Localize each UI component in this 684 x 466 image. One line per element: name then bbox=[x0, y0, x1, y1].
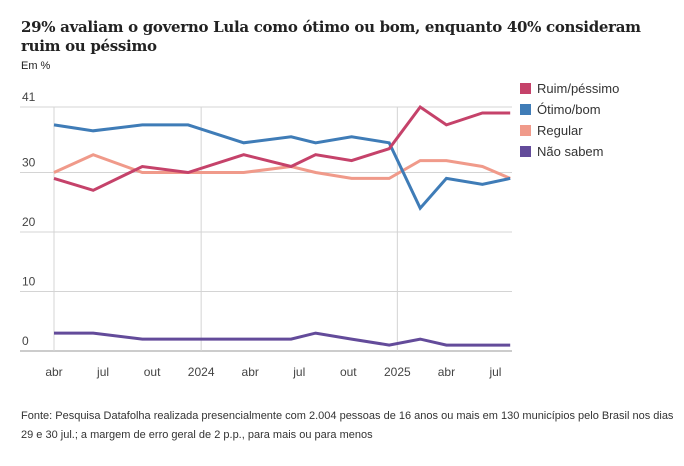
legend-item-regular: Regular bbox=[520, 120, 619, 141]
data-point bbox=[141, 123, 144, 126]
series-line--timo-bom bbox=[53, 123, 511, 211]
legend-item-ruim: Ruim/péssimo bbox=[520, 78, 619, 99]
y-tick-label: 10 bbox=[22, 275, 36, 289]
data-point bbox=[350, 338, 353, 341]
data-point bbox=[242, 141, 245, 144]
data-point bbox=[187, 123, 190, 126]
data-point bbox=[419, 106, 422, 109]
y-tick-label: 41 bbox=[22, 90, 36, 104]
data-point bbox=[290, 165, 293, 168]
x-tick-label: abr bbox=[438, 365, 455, 379]
data-point bbox=[53, 123, 56, 126]
data-point bbox=[445, 159, 448, 162]
data-point bbox=[388, 177, 391, 180]
data-point bbox=[290, 135, 293, 138]
data-point bbox=[481, 165, 484, 168]
y-tick-label: 30 bbox=[22, 156, 36, 170]
data-point bbox=[242, 171, 245, 174]
legend-label: Ótimo/bom bbox=[537, 102, 601, 117]
legend-swatch bbox=[520, 104, 531, 115]
x-tick-label: jul bbox=[292, 365, 305, 379]
y-tick-label: 0 bbox=[22, 334, 29, 348]
source-note: Fonte: Pesquisa Datafolha realizada pres… bbox=[21, 410, 674, 441]
x-tick-label: out bbox=[144, 365, 161, 379]
data-point bbox=[388, 147, 391, 150]
data-point bbox=[350, 159, 353, 162]
data-point bbox=[53, 177, 56, 180]
data-point bbox=[509, 344, 512, 347]
data-point bbox=[141, 171, 144, 174]
data-point bbox=[141, 338, 144, 341]
legend-swatch bbox=[520, 83, 531, 94]
series-line-regular bbox=[53, 153, 511, 180]
x-tick-label: out bbox=[340, 365, 357, 379]
legend-item-otimo: Ótimo/bom bbox=[520, 99, 619, 120]
chart-title: 29% avaliam o governo Lula como ótimo ou… bbox=[21, 18, 641, 55]
data-point bbox=[314, 141, 317, 144]
data-point bbox=[419, 159, 422, 162]
legend-label: Ruim/péssimo bbox=[537, 81, 620, 96]
legend-item-nao-sabem: Não sabem bbox=[520, 141, 619, 162]
data-point bbox=[509, 177, 512, 180]
data-point bbox=[290, 338, 293, 341]
data-point bbox=[187, 171, 190, 174]
series-lines bbox=[53, 104, 512, 347]
data-point bbox=[92, 129, 95, 132]
data-point bbox=[92, 332, 95, 335]
data-point bbox=[445, 177, 448, 180]
data-point bbox=[314, 153, 317, 156]
data-point bbox=[242, 338, 245, 341]
data-point bbox=[509, 112, 512, 115]
legend-swatch bbox=[520, 146, 531, 157]
data-point bbox=[314, 171, 317, 174]
series-line-n-o-sabem bbox=[54, 331, 511, 347]
data-point bbox=[419, 207, 422, 210]
legend-label: Não sabem bbox=[537, 144, 604, 159]
data-point bbox=[388, 141, 391, 144]
legend: Ruim/péssimo Ótimo/bom Regular Não sabem bbox=[520, 78, 619, 162]
x-tick-label: 2025 bbox=[384, 365, 411, 379]
chart-subtitle: Em % bbox=[21, 60, 51, 72]
data-point bbox=[314, 332, 317, 335]
x-tick-label: jul bbox=[96, 365, 109, 379]
data-point bbox=[419, 338, 422, 341]
data-point bbox=[445, 344, 448, 347]
data-point bbox=[481, 344, 484, 347]
legend-label: Regular bbox=[537, 123, 583, 138]
series-line-ruim-p-ssimo bbox=[53, 104, 511, 192]
data-point bbox=[481, 183, 484, 186]
x-tick-label: abr bbox=[242, 365, 259, 379]
data-point bbox=[53, 332, 56, 335]
data-point bbox=[388, 344, 391, 347]
x-tick-label: abr bbox=[45, 365, 62, 379]
data-point bbox=[92, 189, 95, 192]
legend-swatch bbox=[520, 125, 531, 136]
data-point bbox=[53, 171, 56, 174]
x-tick-label: jul bbox=[488, 365, 501, 379]
data-point bbox=[481, 112, 484, 115]
data-point bbox=[141, 165, 144, 168]
line-chart: 0 10 20 30 41 abr jul out 2024 abr jul out 2025 abr j… bbox=[20, 90, 512, 379]
x-axis-ticks: abr jul out 2024 abr jul out 2025 abr jul bbox=[45, 365, 501, 379]
data-point bbox=[242, 153, 245, 156]
y-tick-label: 20 bbox=[22, 215, 36, 229]
data-point bbox=[350, 177, 353, 180]
x-tick-label: 2024 bbox=[188, 365, 215, 379]
data-point bbox=[187, 338, 190, 341]
data-point bbox=[350, 135, 353, 138]
y-axis-ticks: 0 10 20 30 41 bbox=[22, 90, 36, 348]
data-point bbox=[445, 123, 448, 126]
data-point bbox=[92, 153, 95, 156]
grid bbox=[20, 106, 512, 352]
